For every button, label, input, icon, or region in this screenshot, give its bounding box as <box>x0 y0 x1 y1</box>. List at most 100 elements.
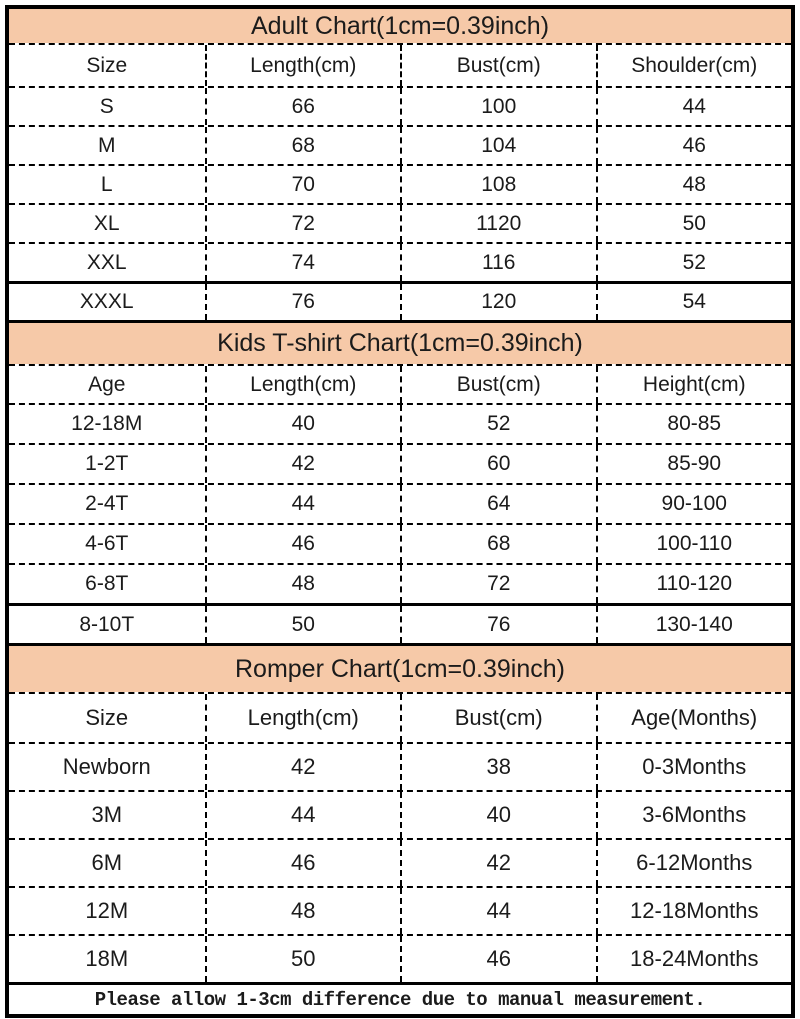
column-header: Bust(cm) <box>400 366 596 403</box>
table-cell: 48 <box>204 888 401 934</box>
table-header-row: Size Length(cm) Bust(cm) Age(Months) <box>9 692 791 742</box>
table-cell: 12M <box>85 898 129 923</box>
table-cell: 3M <box>91 802 123 827</box>
column-header: Height(cm) <box>595 366 792 403</box>
column-header: Bust(cm) <box>400 45 596 86</box>
table-row: 2-4T 44 64 90-100 <box>9 483 791 523</box>
table-cell: 48 <box>595 166 792 203</box>
table-cell: XL <box>93 211 120 235</box>
table-header-row: Size Length(cm) Bust(cm) Shoulder(cm) <box>9 43 791 86</box>
table-cell: 1-2T <box>85 452 129 475</box>
table-cell: 18-24Months <box>595 936 792 982</box>
table-cell: 2-4T <box>85 492 129 515</box>
table-cell: 85-90 <box>595 445 792 483</box>
table-cell: 60 <box>400 445 596 483</box>
table-cell: 12-18Months <box>595 888 792 934</box>
table-cell: 48 <box>204 565 401 603</box>
column-header: Length(cm) <box>204 694 401 742</box>
table-cell: 3-6Months <box>595 792 792 838</box>
table-row: XXXL 76 120 54 <box>9 281 791 320</box>
table-cell: 46 <box>400 936 596 982</box>
table-cell: 52 <box>595 244 792 281</box>
table-cell: 80-85 <box>595 405 792 443</box>
table-row: 4-6T 46 68 100-110 <box>9 523 791 563</box>
table-cell: 72 <box>400 565 596 603</box>
table-cell: 68 <box>400 525 596 563</box>
table-cell: 52 <box>400 405 596 443</box>
table-cell: 44 <box>400 888 596 934</box>
column-header: Length(cm) <box>204 45 401 86</box>
chart-title: Romper Chart(1cm=0.39inch) <box>9 643 791 692</box>
table-cell: 116 <box>400 244 596 281</box>
table-row: 6-8T 48 72 110-120 <box>9 563 791 603</box>
size-chart-section-0: Adult Chart(1cm=0.39inch) Size Length(cm) B… <box>9 9 791 320</box>
table-row: 12-18M 40 52 80-85 <box>9 403 791 443</box>
table-row: 18M 50 46 18-24Months <box>9 934 791 982</box>
table-cell: 42 <box>400 840 596 886</box>
table-cell: 104 <box>400 127 596 164</box>
table-cell: S <box>99 94 114 118</box>
table-cell: 40 <box>204 405 401 443</box>
column-header: Length(cm) <box>204 366 401 403</box>
column-header: Shoulder(cm) <box>595 45 792 86</box>
table-cell: 44 <box>204 792 401 838</box>
table-cell: 64 <box>400 485 596 523</box>
table-cell: 42 <box>204 744 401 790</box>
column-header: Age <box>88 372 126 396</box>
table-cell: 50 <box>204 606 401 643</box>
table-row: XL 72 1120 50 <box>9 203 791 242</box>
table-cell: 72 <box>204 205 401 242</box>
table-cell: 130-140 <box>595 606 792 643</box>
table-cell: 6-8T <box>85 572 129 595</box>
table-cell: 50 <box>204 936 401 982</box>
size-chart-sheet: Adult Chart(1cm=0.39inch) Size Length(cm) B… <box>5 5 795 1018</box>
column-header: Size <box>85 705 129 730</box>
table-header-row: Age Length(cm) Bust(cm) Height(cm) <box>9 364 791 403</box>
table-cell: 46 <box>204 525 401 563</box>
table-cell: 110-120 <box>595 565 792 603</box>
table-cell: 46 <box>204 840 401 886</box>
column-header: Size <box>86 53 128 77</box>
table-cell: 44 <box>595 88 792 125</box>
table-row: Newborn 42 38 0-3Months <box>9 742 791 790</box>
table-cell: 6-12Months <box>595 840 792 886</box>
table-cell: 4-6T <box>85 532 129 555</box>
table-cell: 0-3Months <box>595 744 792 790</box>
table-cell: 8-10T <box>79 612 135 636</box>
table-cell: 38 <box>400 744 596 790</box>
table-cell: 68 <box>204 127 401 164</box>
size-chart-section-2: Romper Chart(1cm=0.39inch) Size Length(cm)… <box>9 643 791 982</box>
chart-title: Adult Chart(1cm=0.39inch) <box>9 9 791 43</box>
table-cell: 70 <box>204 166 401 203</box>
table-cell: L <box>100 172 113 196</box>
table-cell: 108 <box>400 166 596 203</box>
table-row: 6M 46 42 6-12Months <box>9 838 791 886</box>
table-cell: XXXL <box>79 290 134 313</box>
size-chart-section-1: Kids T-shirt Chart(1cm=0.39inch) Age Lengt… <box>9 320 791 643</box>
table-cell: 46 <box>595 127 792 164</box>
table-cell: 1120 <box>400 205 596 242</box>
table-cell: 12-18M <box>71 412 143 435</box>
table-cell: Newborn <box>62 754 151 779</box>
table-cell: M <box>98 133 116 157</box>
table-cell: 90-100 <box>595 485 792 523</box>
table-cell: 44 <box>204 485 401 523</box>
table-cell: 100-110 <box>595 525 792 563</box>
table-cell: 76 <box>204 284 401 320</box>
table-cell: XXL <box>86 250 127 274</box>
table-cell: 74 <box>204 244 401 281</box>
size-chart-tables: Adult Chart(1cm=0.39inch) Size Length(cm) B… <box>9 9 791 982</box>
table-row: 1-2T 42 60 85-90 <box>9 443 791 483</box>
table-row: 3M 44 40 3-6Months <box>9 790 791 838</box>
table-row: 12M 48 44 12-18Months <box>9 886 791 934</box>
table-row: 8-10T 50 76 130-140 <box>9 603 791 643</box>
table-cell: 50 <box>595 205 792 242</box>
table-cell: 100 <box>400 88 596 125</box>
table-cell: 54 <box>595 284 792 320</box>
measurement-note: Please allow 1-3cm difference due to man… <box>9 982 791 1014</box>
chart-title: Kids T-shirt Chart(1cm=0.39inch) <box>9 320 791 364</box>
table-cell: 120 <box>400 284 596 320</box>
table-row: L 70 108 48 <box>9 164 791 203</box>
column-header: Age(Months) <box>595 694 792 742</box>
table-cell: 40 <box>400 792 596 838</box>
